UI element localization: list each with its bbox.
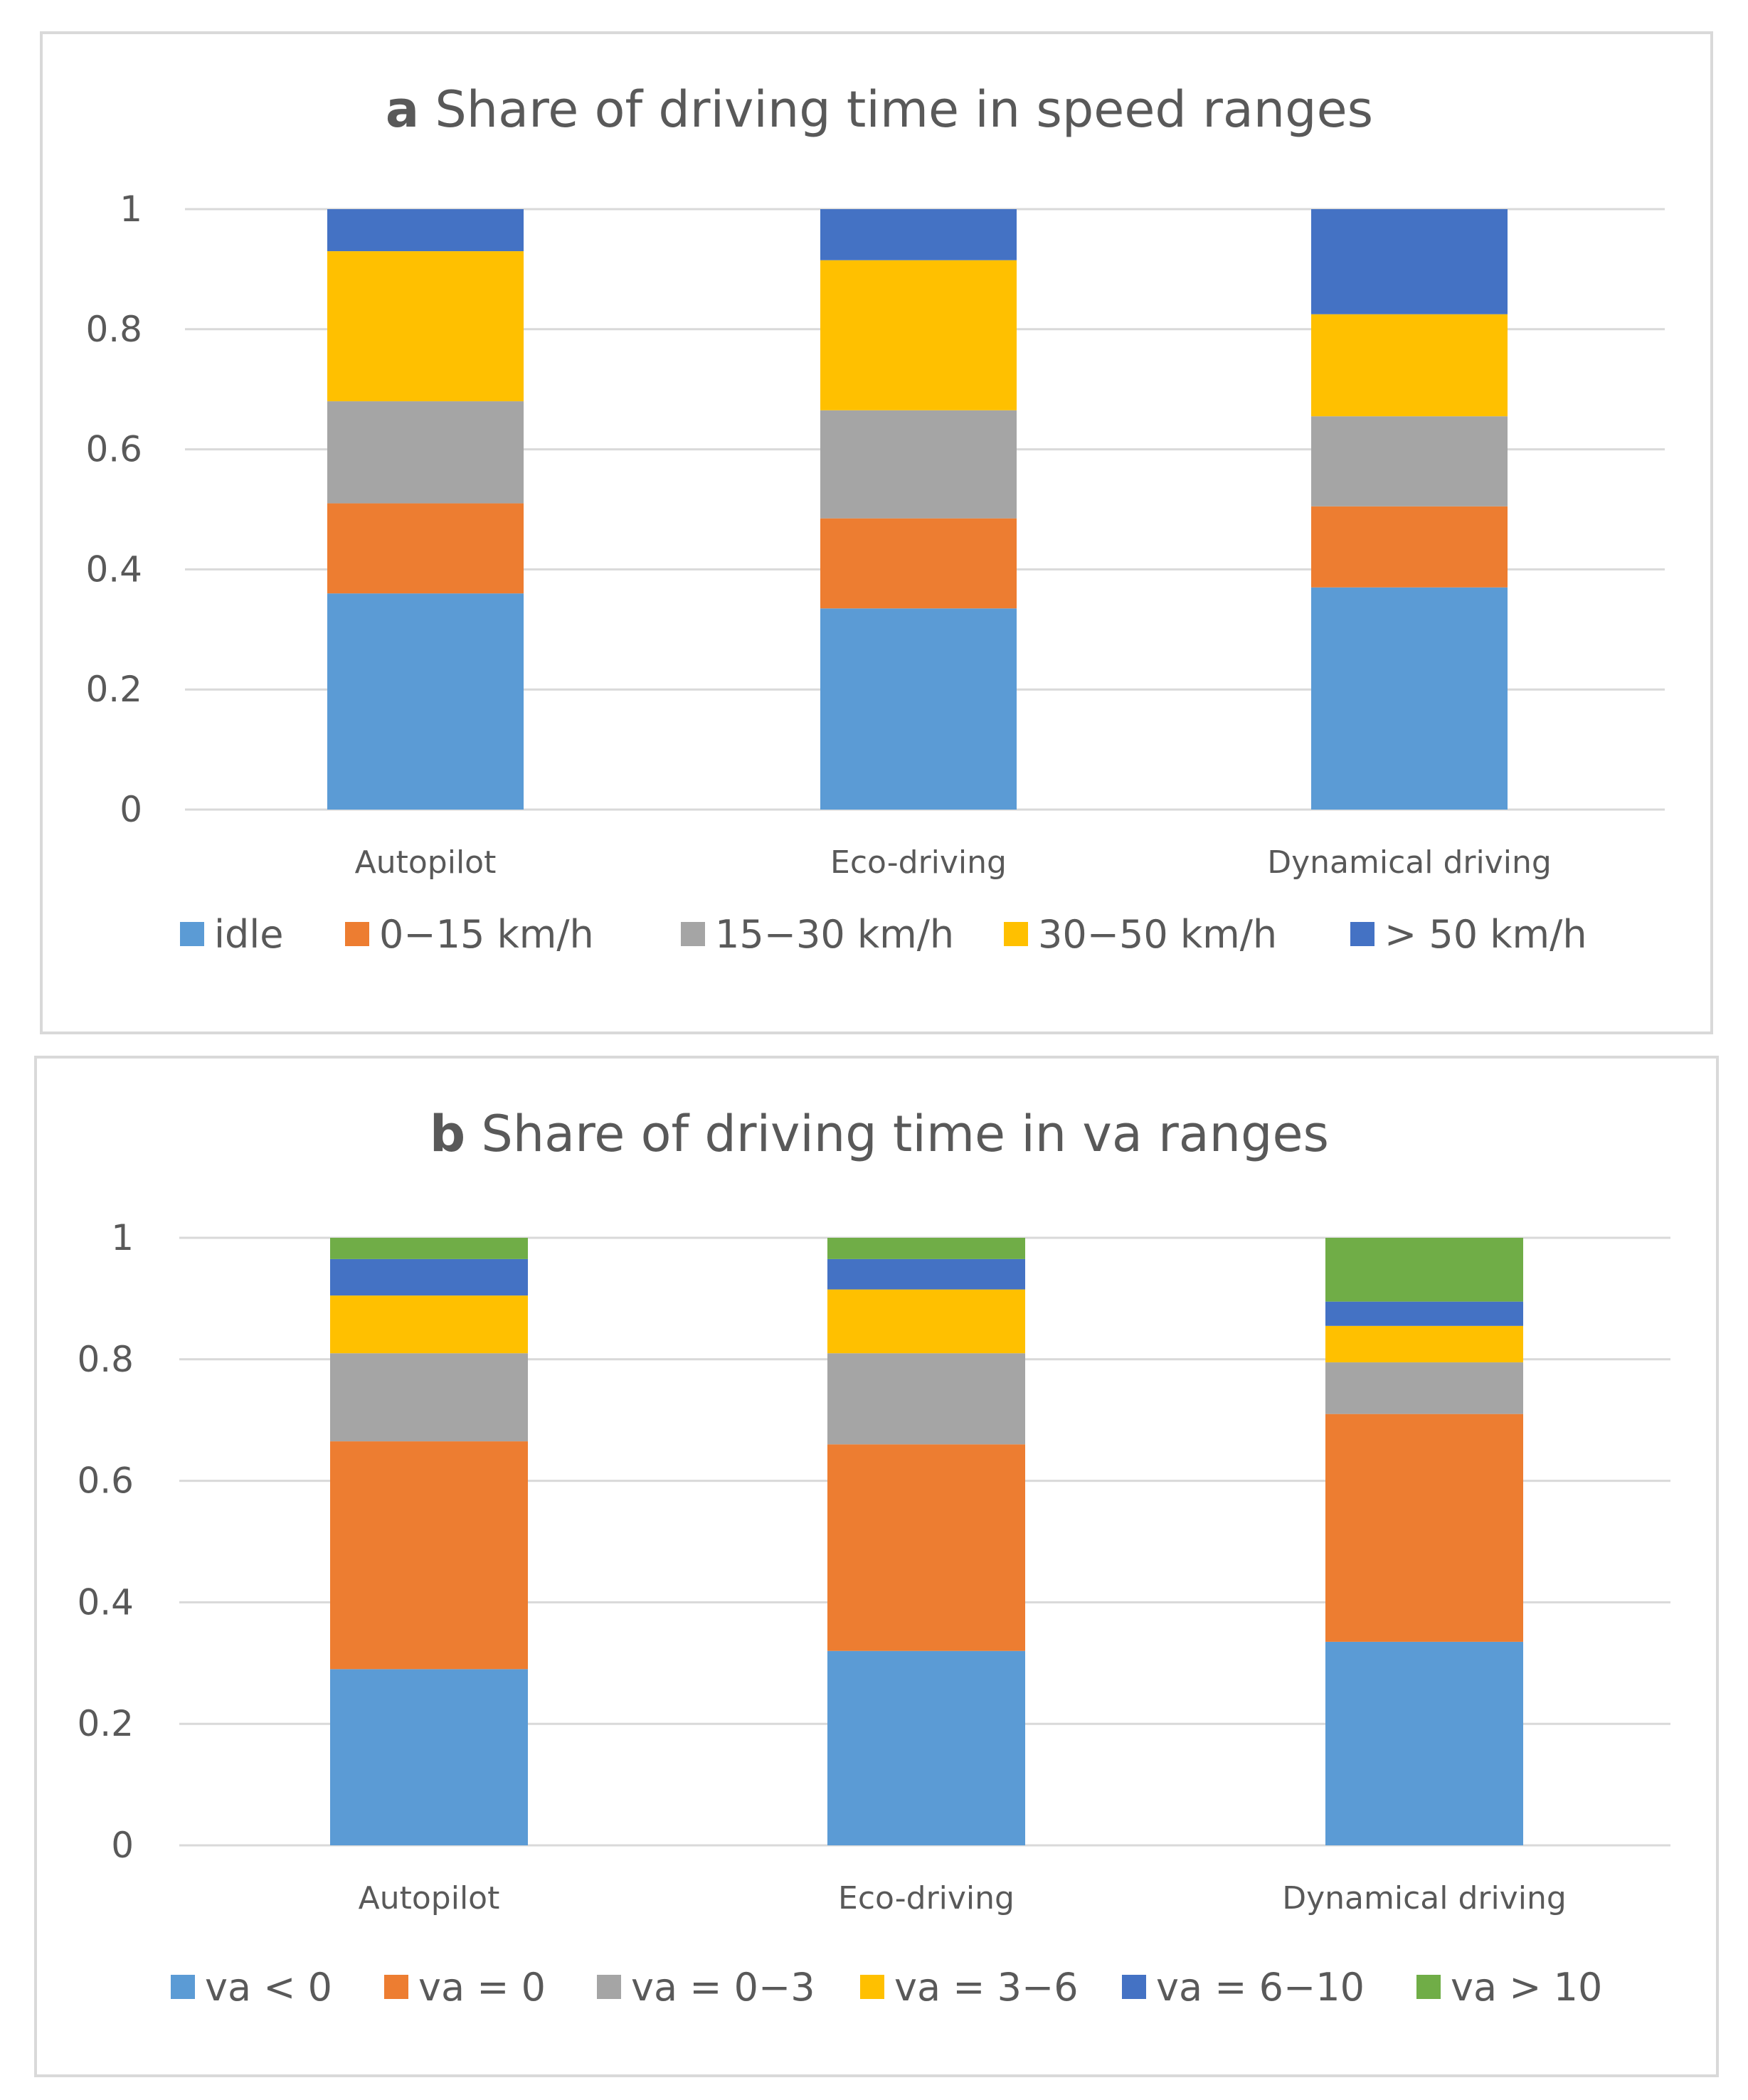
chart-a-bar-segment bbox=[1311, 314, 1508, 417]
chart-b-ytick-label: 0.2 bbox=[77, 1703, 134, 1744]
chart-b-legend-label: va = 3−6 bbox=[894, 1965, 1079, 2010]
chart-b-bar-segment bbox=[827, 1650, 1025, 1845]
chart-b-legend-swatch bbox=[597, 1975, 621, 1999]
chart-a-svg: a Share of driving time in speed ranges … bbox=[85, 80, 1665, 957]
chart-a-legend-swatch bbox=[1004, 922, 1028, 946]
chart-b-title-letter: b bbox=[430, 1105, 465, 1163]
chart-a-bar-segment bbox=[1311, 587, 1508, 810]
chart-a-bar-segment bbox=[820, 410, 1017, 519]
chart-b-bar-segment bbox=[330, 1258, 528, 1296]
chart-a-bar-segment bbox=[820, 608, 1017, 810]
chart-b-bar-segment bbox=[330, 1441, 528, 1670]
chart-a-bar-segment bbox=[1311, 506, 1508, 588]
chart-a-legend-label: > 50 km/h bbox=[1384, 912, 1587, 957]
chart-a-bar-segment bbox=[820, 260, 1017, 410]
chart-a-ytick-label: 0.8 bbox=[85, 309, 142, 350]
chart-b-xtick-label: Autopilot bbox=[359, 1880, 500, 1916]
chart-b-bar-segment bbox=[1325, 1301, 1523, 1326]
chart-a-legend-label: 30−50 km/h bbox=[1038, 912, 1277, 957]
chart-b-legend-swatch bbox=[860, 1975, 884, 1999]
chart-a-xtick-label: Dynamical driving bbox=[1267, 844, 1552, 881]
chart-b-ytick-label: 0 bbox=[111, 1825, 134, 1866]
chart-b-legend-label: va = 6−10 bbox=[1156, 1965, 1365, 2010]
chart-a-ytick-label: 0 bbox=[120, 789, 142, 830]
chart-a-legend-label: 0−15 km/h bbox=[379, 912, 594, 957]
chart-a-xtick-label: Eco-driving bbox=[830, 844, 1007, 881]
chart-a-bar-segment bbox=[327, 503, 524, 594]
chart-b-legend-swatch bbox=[171, 1975, 195, 1999]
chart-a-legend-label: 15−30 km/h bbox=[715, 912, 954, 957]
chart-a-title: a Share of driving time in speed ranges bbox=[386, 80, 1373, 139]
chart-a-legend-swatch bbox=[1350, 922, 1374, 946]
chart-b-ytick-label: 0.8 bbox=[77, 1339, 134, 1380]
chart-a-bar-segment bbox=[1311, 209, 1508, 314]
chart-a-xtick-label: Autopilot bbox=[355, 844, 497, 881]
chart-a-bar-segment bbox=[327, 401, 524, 504]
chart-b-bar-segment bbox=[827, 1444, 1025, 1651]
chart-b-legend-label: va = 0 bbox=[418, 1965, 546, 2010]
chart-a-bar-segment bbox=[820, 209, 1017, 260]
chart-a-bar-segment bbox=[327, 593, 524, 810]
chart-b-bar-segment bbox=[330, 1353, 528, 1442]
chart-b-legend-label: va < 0 bbox=[205, 1965, 332, 2010]
chart-b-xtick-label: Eco-driving bbox=[838, 1880, 1015, 1916]
chart-b-bar-segment bbox=[827, 1353, 1025, 1445]
chart-a-ytick-label: 0.2 bbox=[85, 669, 142, 710]
chart-a-title-text: Share of driving time in speed ranges bbox=[435, 80, 1373, 139]
chart-b-xtick-label: Dynamical driving bbox=[1282, 1880, 1567, 1916]
chart-b-legend-label: va > 10 bbox=[1451, 1965, 1602, 2010]
chart-a-legend-label: idle bbox=[214, 912, 284, 957]
chart-b-legend-label: va = 0−3 bbox=[631, 1965, 815, 2010]
chart-b-title: b Share of driving time in va ranges bbox=[430, 1105, 1329, 1163]
chart-b-bar-segment bbox=[1325, 1362, 1523, 1414]
chart-b-bar-segment bbox=[330, 1238, 528, 1259]
chart-a-bar-segment bbox=[820, 518, 1017, 609]
chart-b-bar-segment bbox=[1325, 1641, 1523, 1845]
chart-a-ytick-label: 0.4 bbox=[85, 548, 142, 590]
chart-a-ytick-label: 1 bbox=[120, 189, 142, 230]
chart-b-bar-segment bbox=[827, 1289, 1025, 1354]
chart-b-ytick-label: 1 bbox=[111, 1217, 134, 1258]
chart-a-bar-segment bbox=[1311, 416, 1508, 507]
chart-b-bar-segment bbox=[827, 1238, 1025, 1259]
chart-b-ytick-label: 0.6 bbox=[77, 1460, 134, 1502]
chart-b-legend-swatch bbox=[1416, 1975, 1441, 1999]
chart-b-svg: b Share of driving time in va ranges 0 0.… bbox=[77, 1105, 1670, 2010]
chart-b-bar-segment bbox=[1325, 1414, 1523, 1642]
chart-panel-a: a Share of driving time in speed ranges … bbox=[40, 31, 1713, 1034]
chart-b-ytick-label: 0.4 bbox=[77, 1581, 134, 1623]
chart-b-bar-segment bbox=[330, 1669, 528, 1845]
chart-b-legend-swatch bbox=[1122, 1975, 1146, 1999]
chart-panel-b: b Share of driving time in va ranges 0 0.… bbox=[34, 1056, 1719, 2077]
chart-a-legend-swatch bbox=[180, 922, 204, 946]
chart-a-legend-swatch bbox=[345, 922, 369, 946]
chart-a-bar-segment bbox=[327, 251, 524, 402]
chart-b-bar-segment bbox=[330, 1295, 528, 1354]
chart-b-legend-swatch bbox=[384, 1975, 408, 1999]
chart-b-title-text: Share of driving time in va ranges bbox=[481, 1105, 1329, 1163]
chart-b-bar-segment bbox=[1325, 1238, 1523, 1302]
chart-a-legend-swatch bbox=[681, 922, 705, 946]
chart-a-ytick-label: 0.6 bbox=[85, 429, 142, 470]
chart-a-title-letter: a bbox=[386, 80, 419, 139]
chart-b-bar-segment bbox=[827, 1258, 1025, 1290]
chart-b-bar-segment bbox=[1325, 1325, 1523, 1363]
chart-a-bar-segment bbox=[327, 209, 524, 252]
